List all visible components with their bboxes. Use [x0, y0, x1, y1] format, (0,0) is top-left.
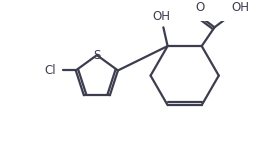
- Text: S: S: [93, 49, 100, 62]
- Text: Cl: Cl: [44, 64, 56, 77]
- Text: OH: OH: [232, 1, 250, 14]
- Text: OH: OH: [153, 10, 171, 23]
- Text: O: O: [195, 1, 205, 14]
